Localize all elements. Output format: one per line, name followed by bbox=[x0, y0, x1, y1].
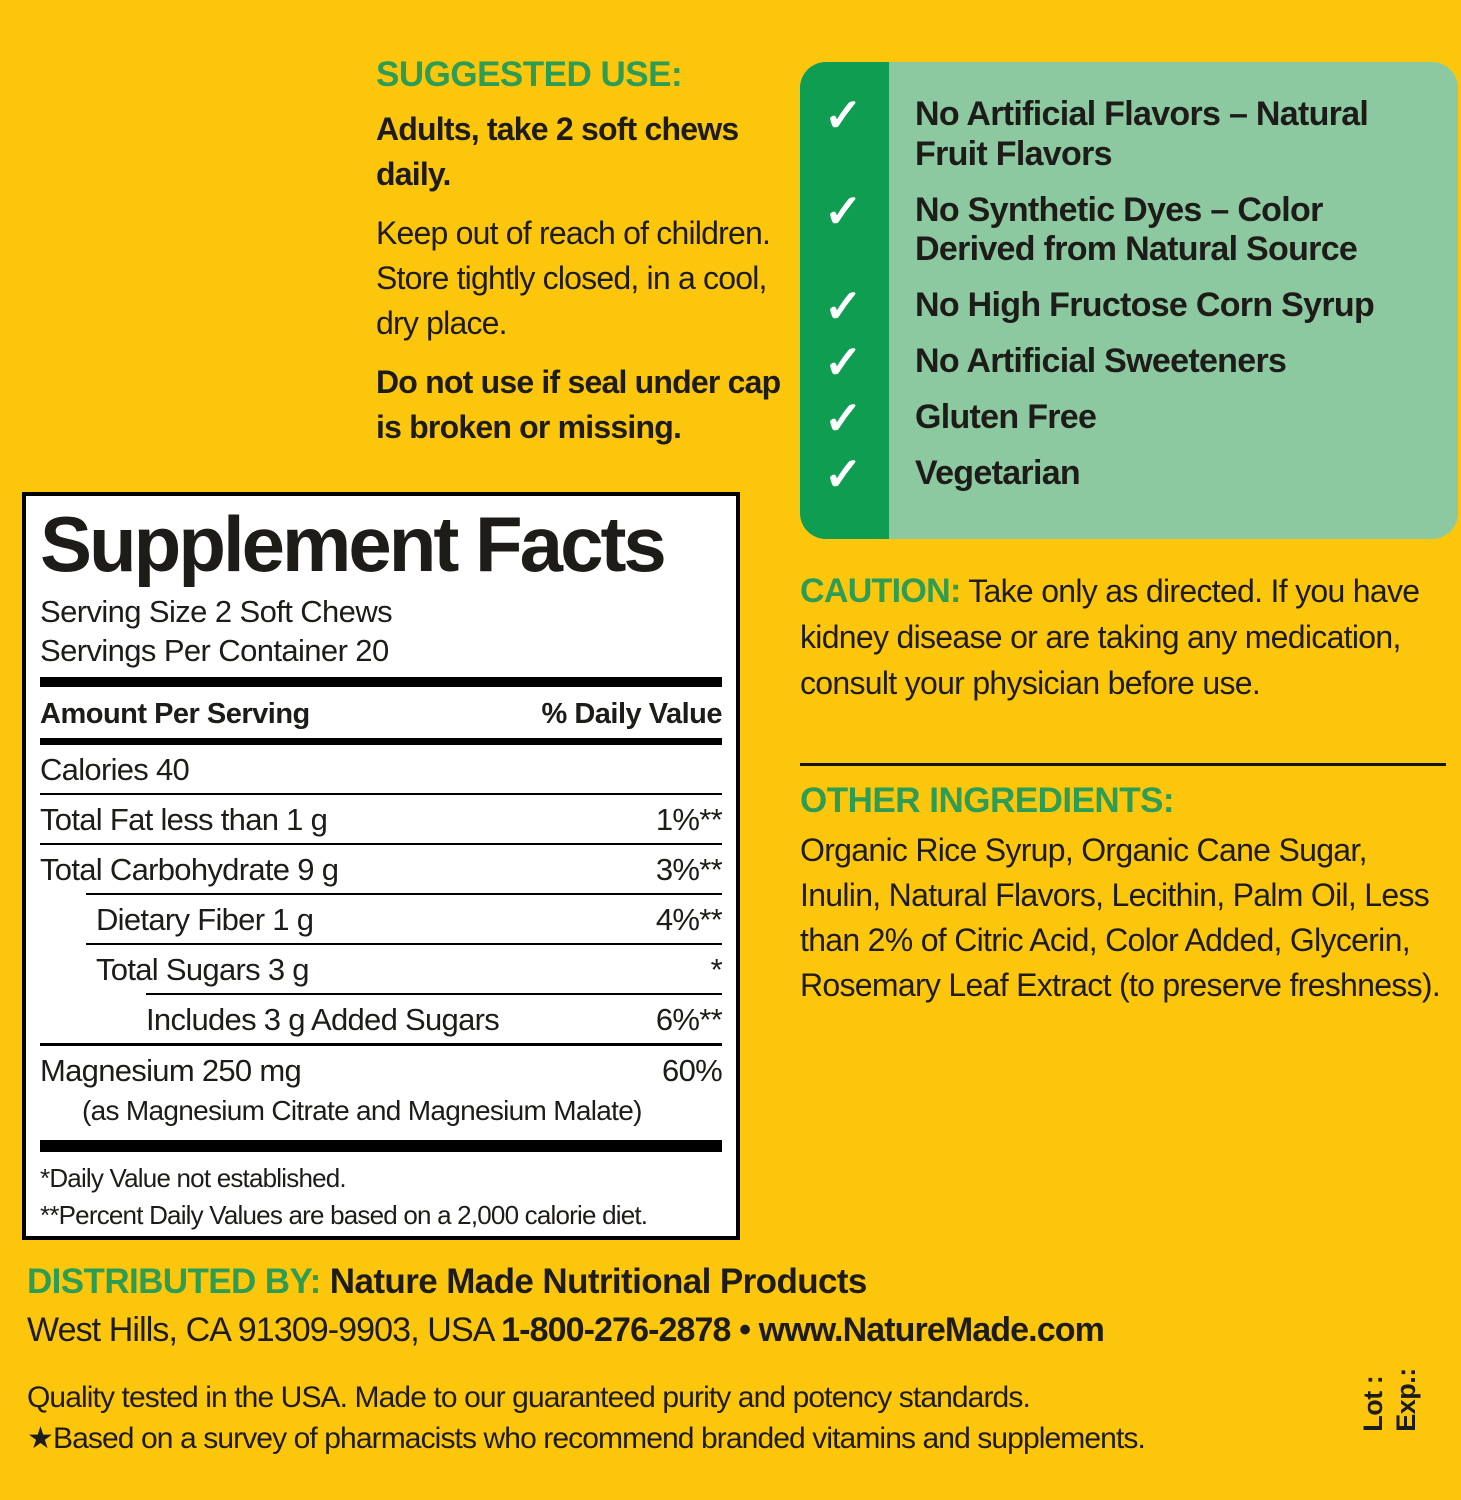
nutrient-value: 3%** bbox=[655, 852, 723, 887]
checklist-green-strip bbox=[800, 62, 889, 539]
checkmark-icon: ✓ bbox=[824, 392, 863, 445]
other-ingredients-section: OTHER INGREDIENTS: Organic Rice Syrup, O… bbox=[800, 781, 1455, 1008]
pharmacist-survey-statement: ★Based on a survey of pharmacists who re… bbox=[27, 1422, 1146, 1455]
nutrient-value: * bbox=[710, 952, 723, 987]
checklist-item-label: No Synthetic Dyes – Color Derived from N… bbox=[915, 190, 1358, 269]
supplement-facts-panel: Supplement Facts Serving Size 2 Soft Che… bbox=[22, 492, 740, 1240]
daily-value-header: % Daily Value bbox=[541, 698, 723, 730]
quality-statement: Quality tested in the USA. Made to our g… bbox=[27, 1381, 1031, 1414]
table-row: Total Sugars 3 g * bbox=[40, 945, 723, 993]
table-row: Includes 3 g Added Sugars 6%** bbox=[40, 995, 723, 1043]
nutrient-label: Calories 40 bbox=[40, 752, 190, 787]
magnesium-source-note: (as Magnesium Citrate and Magnesium Mala… bbox=[82, 1095, 642, 1126]
list-item: ✓ No Synthetic Dyes – Color Derived from… bbox=[800, 184, 1444, 271]
nutrient-label: Dietary Fiber 1 g bbox=[96, 902, 314, 937]
caution-text: Take only as directed. If you have kidne… bbox=[800, 573, 1420, 701]
checklist-item-label: Gluten Free bbox=[915, 398, 1097, 437]
footnote-percent-dv: **Percent Daily Values are based on a 2,… bbox=[40, 1200, 648, 1230]
suggested-use-storage: Keep out of reach of children. Store tig… bbox=[376, 215, 771, 341]
other-ingredients-text: Organic Rice Syrup, Organic Cane Sugar, … bbox=[800, 832, 1441, 1003]
servings-per-container: Servings Per Container 20 bbox=[40, 633, 389, 668]
distributor-contact-line: West Hills, CA 91309-9903, USA 1-800-276… bbox=[27, 1311, 1105, 1350]
lot-label: Lot : bbox=[1357, 1375, 1388, 1432]
divider-medium bbox=[40, 1043, 722, 1046]
feature-checklist-box: ✓ No Artificial Flavors – Natural Fruit … bbox=[800, 62, 1458, 539]
divider-hairline bbox=[146, 993, 722, 995]
distributed-by-label: DISTRIBUTED BY: bbox=[27, 1262, 321, 1301]
nutrient-value: 1%** bbox=[655, 802, 723, 837]
checklist-item-label: Vegetarian bbox=[915, 454, 1081, 493]
supplement-facts-title: Supplement Facts bbox=[40, 500, 667, 588]
checklist-rows: ✓ No Artificial Flavors – Natural Fruit … bbox=[800, 62, 1458, 501]
divider-hairline bbox=[86, 943, 722, 945]
suggested-use-dosage: Adults, take 2 soft chews daily. bbox=[376, 111, 739, 192]
divider-hairline bbox=[86, 893, 722, 895]
footnote-daily-value: *Daily Value not established. bbox=[40, 1163, 347, 1193]
lot-exp-text: Lot : Exp.: bbox=[1357, 1368, 1423, 1432]
serving-size: Serving Size 2 Soft Chews bbox=[40, 594, 393, 629]
nutrient-label: Total Carbohydrate 9 g bbox=[40, 852, 339, 887]
checklist-item-label: No High Fructose Corn Syrup bbox=[915, 286, 1375, 325]
nutrient-value: 4%** bbox=[655, 902, 723, 937]
table-row: Magnesium 250 mg 60% bbox=[40, 1046, 723, 1094]
table-row: Total Fat less than 1 g 1%** bbox=[40, 795, 723, 843]
divider-hairline bbox=[40, 843, 722, 845]
divider-thick bbox=[40, 1140, 722, 1152]
divider-hairline bbox=[40, 793, 722, 795]
table-row: Total Carbohydrate 9 g 3%** bbox=[40, 845, 723, 893]
other-ingredients-heading: OTHER INGREDIENTS: bbox=[800, 781, 1175, 820]
caution-section: CAUTION: Take only as directed. If you h… bbox=[800, 568, 1450, 706]
checkmark-icon: ✓ bbox=[824, 89, 863, 141]
facts-header-row: Amount Per Serving % Daily Value bbox=[40, 692, 722, 738]
suggested-use-section: SUGGESTED USE: Adults, take 2 soft chews… bbox=[376, 55, 806, 464]
nutrient-label: Total Fat less than 1 g bbox=[40, 802, 328, 837]
amount-per-serving-header: Amount Per Serving bbox=[40, 698, 310, 730]
distributor-address: West Hills, CA 91309-9903, USA bbox=[27, 1311, 502, 1349]
checklist-item-label: No Artificial Flavors – Natural Fruit Fl… bbox=[915, 95, 1369, 173]
list-item: ✓ Gluten Free bbox=[800, 392, 1444, 445]
distributor-name: Nature Made Nutritional Products bbox=[320, 1262, 868, 1301]
distributor-website: www.NatureMade.com bbox=[758, 1311, 1105, 1349]
nutrient-value: 60% bbox=[662, 1053, 723, 1088]
table-row: Dietary Fiber 1 g 4%** bbox=[40, 895, 723, 943]
caution-label: CAUTION: bbox=[800, 572, 961, 610]
nutrient-label: Magnesium 250 mg bbox=[40, 1053, 302, 1088]
nutrient-value: 6%** bbox=[655, 1002, 723, 1037]
suggested-use-seal-warning: Do not use if seal under cap is broken o… bbox=[376, 364, 781, 445]
distributor-line: DISTRIBUTED BY: Nature Made Nutritional … bbox=[27, 1262, 867, 1302]
checkmark-icon: ✓ bbox=[824, 280, 863, 333]
bullet-separator: • bbox=[730, 1311, 759, 1349]
divider-thick bbox=[40, 677, 722, 687]
list-item: ✓ No Artificial Flavors – Natural Fruit … bbox=[800, 89, 1444, 175]
checkmark-icon: ✓ bbox=[824, 336, 863, 389]
list-item: ✓ Vegetarian bbox=[800, 448, 1444, 501]
section-divider bbox=[800, 763, 1446, 766]
suggested-use-heading: SUGGESTED USE: bbox=[376, 55, 683, 94]
nutrient-label: Includes 3 g Added Sugars bbox=[146, 1002, 500, 1037]
exp-label: Exp.: bbox=[1390, 1368, 1421, 1432]
lot-exp-block: Lot : Exp.: bbox=[1310, 1325, 1461, 1475]
checkmark-icon: ✓ bbox=[824, 448, 863, 501]
divider-medium bbox=[40, 738, 722, 745]
nutrient-label: Total Sugars 3 g bbox=[96, 952, 310, 987]
distributor-phone: 1-800-276-2878 bbox=[501, 1311, 731, 1349]
list-item: ✓ No Artificial Sweeteners bbox=[800, 336, 1444, 389]
table-row: Calories 40 bbox=[40, 745, 722, 793]
checkmark-icon: ✓ bbox=[824, 184, 863, 237]
list-item: ✓ No High Fructose Corn Syrup bbox=[800, 280, 1444, 333]
checklist-item-label: No Artificial Sweeteners bbox=[915, 342, 1287, 381]
